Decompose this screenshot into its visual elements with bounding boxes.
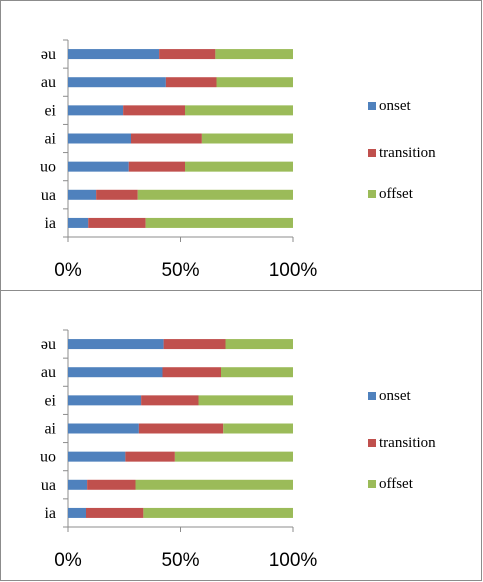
bar-segment-offset [185,105,293,116]
bar-segment-offset [216,77,293,88]
legend-swatch-offset [368,190,376,198]
category-label: əu [41,46,56,63]
bar-segment-offset [185,161,293,172]
bar-segment-transition [125,451,175,462]
bar-segment-onset [68,367,163,378]
bar-segment-onset [68,217,89,228]
bar-segment-transition [123,105,185,116]
bar-segment-offset [215,49,293,60]
bar-segment-onset [68,339,164,350]
legend-label-offset: offset [379,186,414,202]
bar-segment-onset [68,423,139,434]
bar-segment-onset [68,105,124,116]
bar-segment-onset [68,507,86,518]
bar-segment-onset [68,395,142,406]
bar-segment-onset [68,479,88,490]
legend-swatch-offset [368,480,376,488]
bar-segment-transition [96,189,138,200]
legend: onset transition offset [368,388,436,492]
bar-segment-offset [145,217,293,228]
legend-swatch-onset [368,102,376,110]
bar-segment-transition [165,77,217,88]
chart-panel-top: 0% 50% 100% ia ua uo ai ei au əu onset transition of… [0,0,482,291]
category-label: ei [44,392,56,409]
category-label: ai [44,421,56,438]
bar-segment-offset [174,451,293,462]
bar-segment-offset [221,367,293,378]
legend-label-onset: onset [379,98,411,114]
bar-segment-offset [201,133,293,144]
bar-segment-offset [223,423,293,434]
x-tick-label: 50% [161,550,199,571]
category-label: ia [44,505,56,522]
legend-swatch-transition [368,149,376,157]
x-tick-label: 100% [269,550,318,571]
legend-label-transition: transition [379,435,436,451]
category-label: uo [40,449,56,466]
legend-label-onset: onset [379,388,411,404]
bar-segment-transition [88,217,146,228]
x-tick-label: 0% [54,260,82,281]
chart-panel-bottom: 0% 50% 100% ia ua uo ai ei au əu onset transition of… [0,290,482,581]
bar-segment-transition [87,479,136,490]
legend-swatch-onset [368,392,376,400]
bar-segment-offset [198,395,293,406]
x-tick-label: 100% [269,260,318,281]
category-label: ei [44,102,56,119]
bar-segment-onset [68,189,97,200]
category-label: ia [44,215,56,232]
bar-segment-offset [225,339,293,350]
stacked-bar-chart-bottom: 0% 50% 100% ia ua uo ai ei au əu onset transition of… [40,329,436,571]
category-label: ua [41,477,56,494]
bar-segment-transition [162,367,221,378]
category-label: au [41,364,56,381]
bar-segment-transition [138,423,224,434]
bar-segment-transition [86,507,144,518]
bar-segment-transition [163,339,226,350]
bar-segment-transition [141,395,199,406]
legend-label-transition: transition [379,145,436,161]
legend-label-offset: offset [379,476,414,492]
category-label: əu [41,336,56,353]
x-tick-label: 50% [161,260,199,281]
stacked-bar-chart-top: 0% 50% 100% ia ua uo ai ei au əu onset transition of… [40,39,436,281]
category-label: au [41,74,56,91]
bar-segment-offset [143,507,293,518]
category-label: ua [41,187,56,204]
bar-segment-onset [68,451,126,462]
bar-segment-offset [135,479,293,490]
bar-segment-onset [68,133,131,144]
bar-segment-transition [159,49,216,60]
bar-segment-onset [68,77,166,88]
legend-swatch-transition [368,439,376,447]
x-tick-label: 0% [54,550,82,571]
legend: onset transition offset [368,98,436,202]
bar-segment-onset [68,49,160,60]
bar-segment-transition [131,133,202,144]
category-label: ai [44,131,56,148]
category-label: uo [40,159,56,176]
bar-segment-onset [68,161,129,172]
bar-segment-offset [137,189,293,200]
bar-segment-transition [128,161,185,172]
